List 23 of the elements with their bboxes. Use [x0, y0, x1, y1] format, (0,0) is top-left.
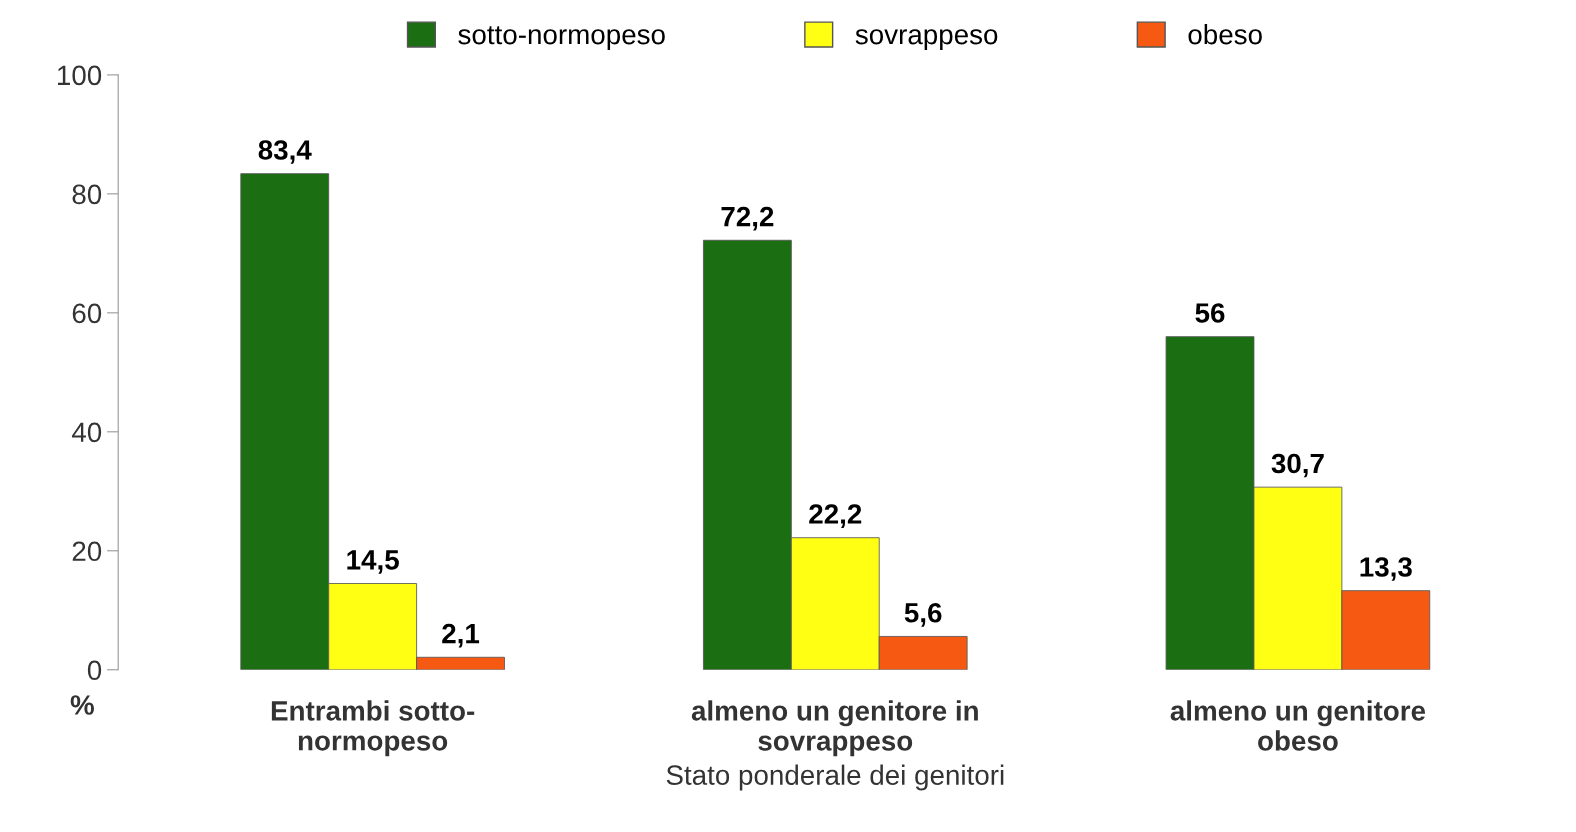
y-tick-label: 80 — [72, 184, 102, 205]
y-tick-label: 0 — [87, 660, 102, 681]
data-label: 30,7 — [1271, 453, 1324, 478]
y-tick-label: 100 — [58, 65, 102, 86]
legend-label: sovrappeso — [855, 29, 998, 50]
data-label: 14,5 — [347, 550, 399, 574]
data-label: 5,6 — [904, 602, 942, 627]
x-tick-label: almeno un genitore in sovrappeso — [691, 700, 978, 757]
x-tick-label: almeno un genitore obeso — [1170, 700, 1426, 751]
x-axis-title: Stato ponderale dei genitori — [666, 764, 1004, 791]
data-label: 83,4 — [258, 140, 312, 164]
y-tick-label: 20 — [72, 541, 102, 562]
y-axis-title: % — [70, 695, 94, 715]
legend-label: sotto-normopeso — [458, 26, 665, 50]
legend-label: obeso — [1188, 23, 1262, 45]
data-label: 72,2 — [721, 206, 774, 231]
x-tick-label: Entrambi sotto- normopeso — [271, 700, 475, 757]
data-label: 13,3 — [1360, 557, 1412, 581]
y-tick-label: 60 — [72, 303, 102, 324]
data-label: 56 — [1195, 303, 1225, 323]
data-label: 22,2 — [809, 504, 862, 528]
data-label: 2,1 — [442, 623, 480, 648]
y-tick-label: 40 — [71, 422, 102, 443]
